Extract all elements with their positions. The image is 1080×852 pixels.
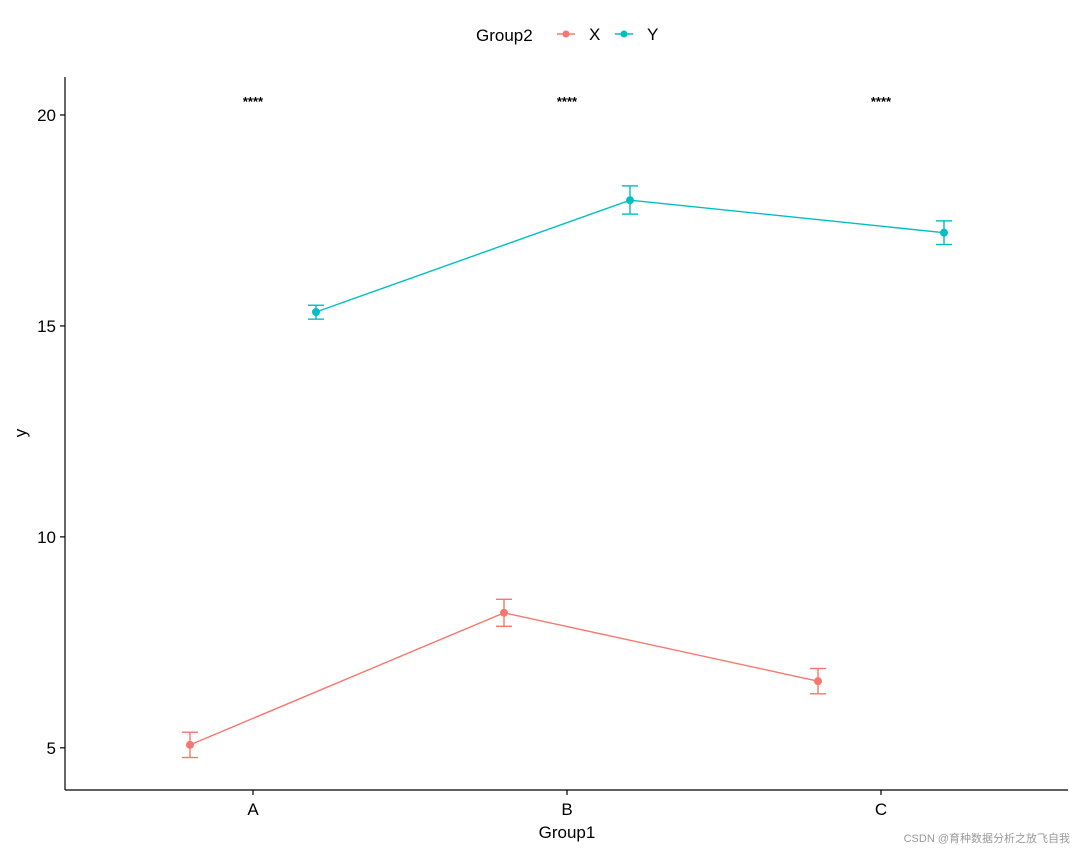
- legend-label-X: X: [589, 25, 600, 44]
- y-ticks: 5 10 15 20: [37, 106, 65, 758]
- y-tick-label-2: 15: [37, 317, 56, 336]
- series-line-Y: [315, 199, 945, 313]
- legend-item-X: X: [557, 25, 600, 44]
- y-axis-title: y: [11, 428, 30, 437]
- x-axis-title: Group1: [539, 823, 596, 842]
- point-Y-A: [312, 307, 320, 316]
- watermark: CSDN @育种数据分析之放飞自我: [903, 833, 1070, 845]
- legend-label-Y: Y: [647, 25, 658, 44]
- point-Y-B: [626, 196, 634, 205]
- legend-item-Y: Y: [615, 25, 658, 44]
- legend-key-point-Y: [620, 30, 628, 38]
- x-tick-label-A: A: [247, 800, 259, 819]
- y-tick-label-0: 5: [47, 739, 56, 758]
- series-layer: [182, 185, 952, 759]
- point-Y-C: [940, 228, 948, 237]
- legend-title: Group2: [476, 26, 533, 45]
- significance-label-A: ****: [243, 94, 264, 109]
- point-X-B: [500, 608, 508, 617]
- significance-label-B: ****: [557, 94, 578, 109]
- annotation-layer: **** **** ****: [243, 94, 892, 109]
- point-X-C: [814, 677, 822, 686]
- legend-key-point-X: [562, 30, 570, 38]
- x-tick-label-C: C: [875, 800, 887, 819]
- y-tick-label-3: 20: [37, 106, 56, 125]
- series-line-X: [189, 612, 819, 746]
- significance-label-C: ****: [871, 94, 892, 109]
- point-X-A: [186, 740, 194, 749]
- series-X: [182, 598, 826, 759]
- x-tick-label-B: B: [561, 800, 572, 819]
- y-tick-label-1: 10: [37, 528, 56, 547]
- x-ticks: A B C: [247, 790, 887, 819]
- series-Y: [308, 185, 952, 320]
